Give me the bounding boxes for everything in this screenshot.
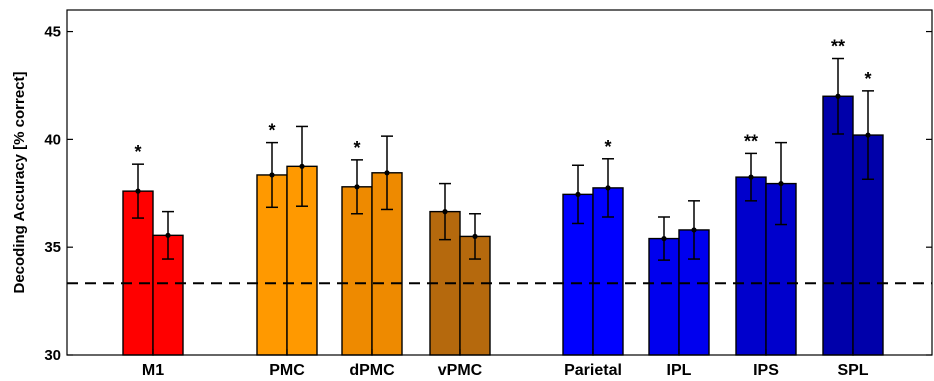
x-tick-label-parietal: Parietal (564, 362, 622, 379)
significance-spl-1: ** (831, 37, 845, 57)
mean-marker (472, 233, 478, 240)
error-bar-dpmc-2 (381, 135, 393, 211)
error-bar-spl-1 (832, 57, 844, 135)
error-bar-ipl-1 (658, 216, 670, 261)
mean-marker (865, 132, 871, 138)
bar-spl-1 (822, 95, 854, 356)
x-tick-label-dpmc: dPMC (349, 362, 395, 379)
error-bars-layer (132, 57, 874, 261)
mean-marker (269, 172, 275, 178)
mean-marker (691, 227, 697, 233)
error-bar-pmc-1 (266, 141, 278, 209)
y-tick-label: 40 (44, 131, 61, 148)
mean-marker (354, 184, 360, 190)
significance-dpmc-1: * (353, 138, 360, 158)
error-bar-parietal-1 (572, 164, 584, 225)
significance-spl-2: * (864, 69, 871, 89)
mean-marker (778, 180, 784, 187)
y-axis-ticks: 30 35 40 45 (44, 24, 932, 364)
error-bar-ips-2 (775, 141, 787, 226)
error-bar-parietal-2 (602, 158, 614, 218)
mean-marker (835, 93, 841, 99)
x-tick-label-pmc: PMC (269, 362, 305, 379)
mean-marker (165, 232, 171, 238)
mean-marker (605, 185, 611, 191)
x-tick-label-ips: IPS (753, 362, 779, 379)
significance-ips-1: ** (744, 131, 758, 151)
error-bar-dpmc-1 (351, 159, 363, 215)
error-bar-pmc-2 (296, 125, 308, 207)
error-bar-spl-2 (862, 90, 874, 181)
x-tick-label-m1: M1 (142, 362, 164, 379)
y-axis-title: Decoding Accuracy [% correct] (11, 71, 28, 293)
error-bar-vpmc-1 (439, 182, 451, 241)
mean-marker (748, 174, 754, 180)
x-tick-label-spl: SPL (837, 362, 868, 379)
y-tick-label: 45 (44, 24, 61, 41)
x-tick-label-ipl: IPL (667, 362, 692, 379)
mean-marker (442, 209, 448, 215)
y-tick-label: 35 (44, 239, 61, 256)
mean-marker (299, 163, 305, 169)
significance-parietal-2: * (604, 137, 611, 157)
significance-pmc-1: * (268, 121, 275, 141)
significance-m1-1: * (134, 142, 141, 162)
x-axis-labels: M1 PMC dPMC vPMC Parietal IPL IPS SPL (142, 349, 869, 379)
error-bar-ipl-2 (688, 200, 700, 260)
error-bar-ips-1 (745, 152, 757, 202)
error-bar-m1-2 (162, 210, 174, 260)
mean-marker (575, 191, 581, 197)
bar-ips-1 (735, 176, 767, 356)
error-bar-vpmc-2 (469, 213, 481, 260)
mean-marker (135, 188, 141, 194)
mean-marker (384, 170, 390, 176)
error-bar-m1-1 (132, 163, 144, 219)
bars-layer (122, 95, 884, 356)
significance-layer: *** ****** (134, 37, 871, 163)
plot-frame (66, 9, 933, 356)
mean-marker (661, 235, 667, 242)
x-tick-label-vpmc: vPMC (438, 362, 483, 379)
y-tick-label: 30 (44, 347, 61, 364)
